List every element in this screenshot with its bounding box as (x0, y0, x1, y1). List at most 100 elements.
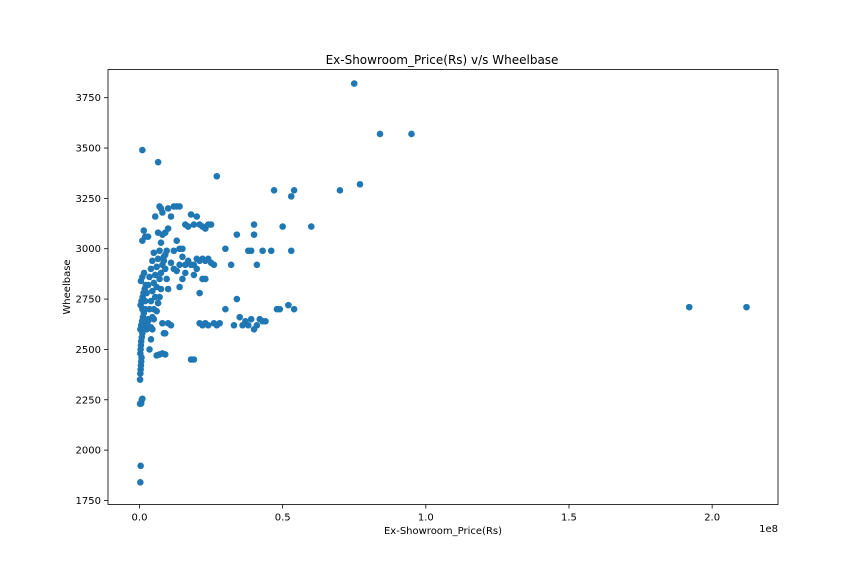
data-point (270, 187, 278, 194)
y-axis-label: Wheelbase (62, 259, 73, 314)
data-point (190, 356, 198, 363)
data-point (150, 305, 158, 313)
data-point (154, 158, 162, 166)
data-point (173, 237, 181, 244)
data-point (210, 261, 218, 269)
data-point (167, 321, 175, 329)
data-point (253, 261, 261, 269)
data-point (161, 351, 169, 358)
data-point (173, 267, 181, 275)
data-point (146, 273, 153, 281)
data-point (202, 275, 209, 283)
x-offset-label: 1e8 (759, 524, 778, 535)
data-point (290, 187, 298, 194)
data-point (151, 293, 159, 301)
data-point (307, 223, 315, 230)
data-point (147, 297, 155, 305)
data-point (259, 247, 266, 255)
data-point (147, 323, 155, 331)
data-point (408, 130, 415, 138)
y-tick-label: 2500 (76, 345, 101, 356)
data-point (143, 289, 150, 297)
data-point (187, 211, 195, 218)
data-point (157, 239, 165, 246)
data-point (176, 203, 183, 210)
data-point (245, 321, 252, 329)
y-tick-label: 2250 (76, 395, 101, 406)
data-point (151, 213, 159, 220)
data-point (147, 336, 155, 343)
y-tick-label: 3250 (76, 194, 101, 205)
data-point (144, 233, 152, 240)
data-point (250, 231, 258, 238)
data-point (227, 261, 235, 269)
data-point (204, 321, 212, 329)
plot-frame (107, 69, 779, 505)
data-point (176, 283, 183, 291)
data-point (140, 269, 148, 277)
data-point (137, 479, 144, 486)
data-point (287, 247, 295, 255)
data-point (743, 303, 750, 311)
data-point (247, 247, 255, 255)
data-point (137, 462, 144, 470)
data-point (149, 287, 156, 295)
data-point (182, 269, 189, 277)
x-axis-label: Ex-Showroom_Price(Rs) (384, 526, 502, 537)
points-layer (136, 80, 750, 486)
data-point (184, 223, 192, 230)
y-tick-label: 2000 (76, 446, 101, 457)
data-point (287, 193, 295, 200)
data-point (156, 247, 163, 255)
data-point (179, 275, 186, 283)
data-point (159, 319, 166, 327)
data-point (207, 221, 215, 228)
data-point (336, 187, 344, 194)
data-point (160, 257, 168, 265)
x-tick-label: 0.0 (132, 513, 148, 524)
data-point (157, 269, 165, 277)
data-point (193, 213, 201, 220)
data-point (164, 225, 172, 232)
data-point (222, 245, 229, 253)
data-point (149, 257, 156, 265)
data-point (179, 253, 186, 261)
data-point (253, 321, 261, 329)
data-point (190, 271, 198, 279)
data-point (164, 205, 172, 212)
data-point (290, 305, 298, 313)
data-point (149, 313, 156, 321)
data-point (154, 299, 162, 307)
x-tick-label: 1.0 (418, 513, 434, 524)
data-point (222, 305, 229, 313)
data-point (276, 305, 284, 313)
data-point (139, 395, 146, 403)
data-point (356, 180, 364, 188)
data-point (213, 172, 221, 180)
data-point (236, 313, 244, 321)
data-point (167, 213, 175, 220)
y-tick-label: 3750 (76, 93, 101, 104)
y-tick-label: 2750 (76, 295, 101, 306)
data-point (279, 223, 286, 230)
x-tick-label: 0.5 (275, 513, 291, 524)
data-point (161, 330, 169, 337)
x-tick-label: 1.5 (561, 513, 577, 524)
data-point (262, 317, 269, 325)
data-point (147, 265, 155, 273)
data-point (350, 80, 358, 87)
data-point (193, 265, 201, 273)
data-point (139, 305, 146, 313)
data-point (376, 130, 384, 138)
data-point (146, 346, 153, 353)
data-point (190, 221, 198, 228)
x-tick-label: 2.0 (704, 513, 720, 524)
data-point (153, 283, 160, 291)
data-point (216, 319, 223, 327)
data-point (150, 249, 158, 257)
x-axis: 0.0 0.5 1.0 1.5 2.0 (132, 504, 720, 524)
data-point (136, 376, 144, 383)
data-point (141, 297, 149, 305)
data-point (267, 247, 275, 255)
